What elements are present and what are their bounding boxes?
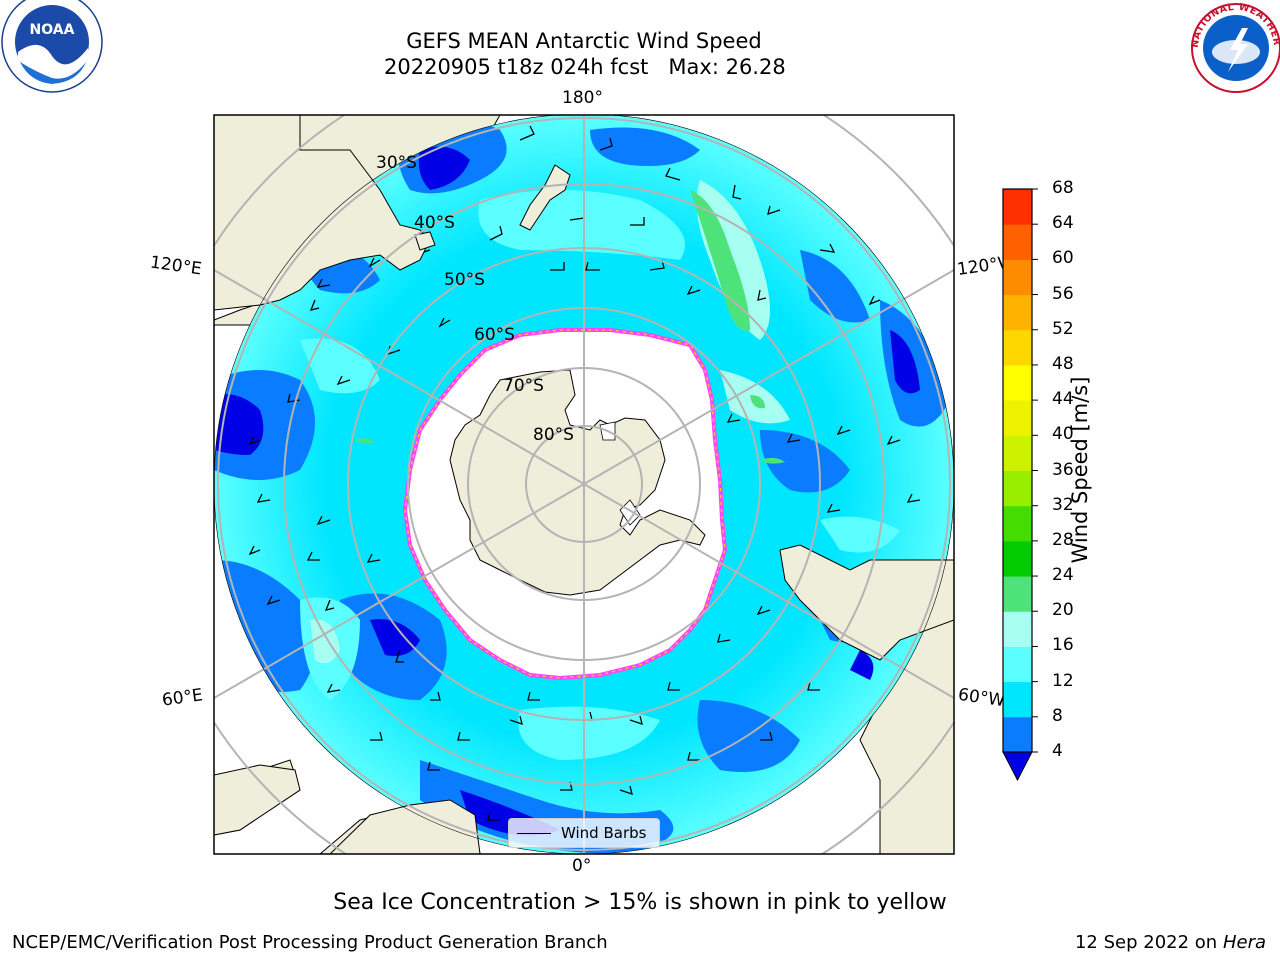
- colorbar-block: [1003, 435, 1032, 471]
- colorbar-tick-label: 32: [1052, 494, 1074, 515]
- land-inside-disc: [214, 115, 954, 854]
- colorbar-blocks: [1003, 189, 1032, 753]
- colorbar-block: [1003, 294, 1032, 331]
- colorbar-block: [1003, 611, 1032, 647]
- colorbar-block: [1003, 189, 1032, 225]
- colorbar-tick-label: 60: [1052, 248, 1074, 269]
- colorbar-block: [1003, 364, 1032, 401]
- colorbar-block: [1003, 329, 1032, 366]
- colorbar-extend-arrow: [1002, 751, 1033, 782]
- map-title: GEFS MEAN Antarctic Wind Speed: [406, 29, 762, 53]
- colorbar-block: [1003, 470, 1032, 507]
- colorbar-tick-label: 68: [1052, 178, 1074, 198]
- colorbar-block: [1003, 505, 1032, 542]
- date-line: 12 Sep 2022 on Hera: [1075, 932, 1266, 953]
- colorbar-tick-label: 24: [1052, 565, 1074, 586]
- credit-line: NCEP/EMC/Verification Post Processing Pr…: [12, 932, 608, 953]
- wind-barbs: [248, 125, 921, 821]
- colorbar-block: [1003, 224, 1032, 260]
- colorbar-tick-label: 16: [1052, 635, 1074, 656]
- colorbar-tick-label: 64: [1052, 213, 1074, 234]
- colorbar-block: [1003, 716, 1032, 753]
- lat-label-30s: 30°S: [376, 153, 417, 173]
- colorbar-tick-label: 4: [1052, 741, 1063, 761]
- colorbar-tick-label: 44: [1052, 389, 1074, 410]
- colorbar-tick-label: 8: [1052, 705, 1063, 726]
- colorbar-tick-label: 52: [1052, 318, 1074, 339]
- wind-barbs-legend: Wind Barbs: [508, 818, 660, 848]
- lat-label-80s: 80°S: [533, 425, 574, 445]
- colorbar-block: [1003, 400, 1032, 436]
- lon-label-0: 0°: [572, 856, 592, 876]
- colorbar-tick-label: 12: [1052, 670, 1074, 691]
- lat-label-70s: 70°S: [503, 376, 544, 396]
- map-frame: [213, 114, 955, 855]
- colorbar-block: [1003, 681, 1032, 718]
- colorbar-block: [1003, 259, 1032, 296]
- colorbar-block: [1003, 540, 1032, 577]
- colorbar-tick-label: 56: [1052, 283, 1074, 304]
- colorbar-tick-label: 20: [1052, 600, 1074, 621]
- colorbar-title: Wind Speed [m/s]: [1068, 376, 1092, 564]
- graticule: [214, 115, 954, 854]
- noaa-logo: NOAA: [1, 0, 103, 93]
- colorbar-block: [1003, 646, 1032, 683]
- legend-label: Wind Barbs: [561, 824, 647, 842]
- colorbar-block: [1003, 576, 1032, 612]
- colorbar-tick-label: 40: [1052, 424, 1074, 445]
- run-date: 12 Sep 2022 on: [1074, 932, 1218, 953]
- sea-ice-note: Sea Ice Concentration > 15% is shown in …: [333, 890, 947, 915]
- noaa-logo-text: NOAA: [30, 22, 75, 38]
- colorbar-tick-label: 28: [1052, 529, 1074, 550]
- antarctica: [449, 369, 706, 596]
- lat-label-60s: 60°S: [474, 325, 515, 345]
- lon-label-180: 180°: [562, 88, 603, 108]
- legend-line-icon: [517, 832, 551, 834]
- lat-label-50s: 50°S: [444, 270, 485, 290]
- machine-name: Hera: [1222, 932, 1266, 953]
- nws-logo: NATIONAL WEATHER SERVICE: [1176, 0, 1280, 93]
- colorbar-tick-label: 36: [1052, 459, 1074, 480]
- map-subtitle: 20220905 t18z 024h fcst Max: 26.28: [384, 55, 786, 79]
- colorbar-tick-label: 48: [1052, 353, 1074, 374]
- lat-label-40s: 40°S: [414, 213, 455, 233]
